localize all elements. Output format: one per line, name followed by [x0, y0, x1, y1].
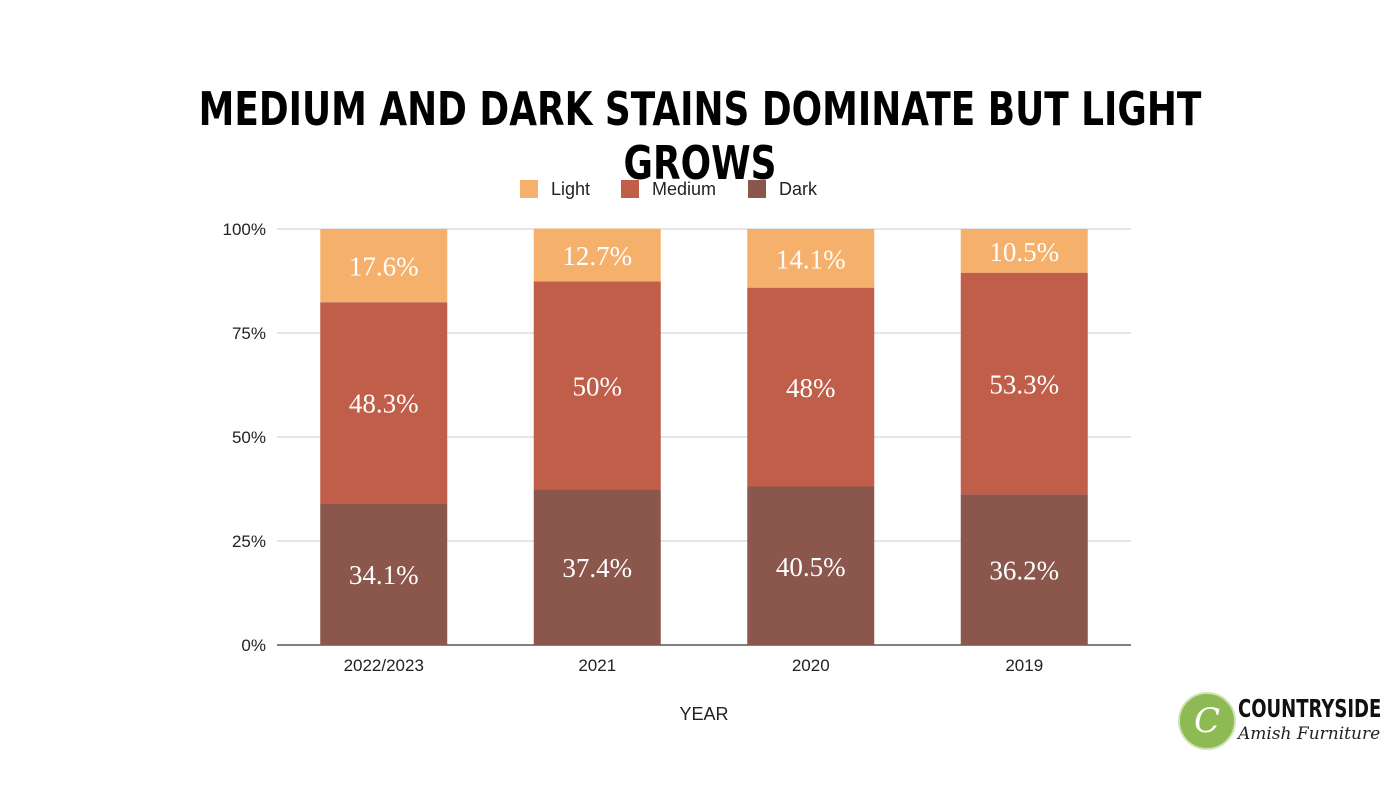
bar-light	[533, 228, 661, 282]
y-tick-label: 50%	[232, 428, 266, 447]
data-label: 48%	[786, 373, 836, 403]
brand-logo: C COUNTRYSIDE Amish Furniture	[1176, 690, 1391, 752]
y-tick-label: 75%	[232, 324, 266, 343]
data-label: 12.7%	[562, 241, 632, 271]
legend-swatch-medium	[621, 180, 639, 198]
bar-dark	[747, 486, 875, 645]
legend-swatch-dark	[748, 180, 766, 198]
data-label: 14.1%	[776, 244, 846, 274]
data-label: 50%	[573, 371, 623, 401]
bar-dark	[533, 489, 661, 645]
legend-label-light: Light	[551, 179, 590, 199]
x-tick-label: 2019	[1005, 656, 1043, 675]
logo-name: COUNTRYSIDE	[1238, 694, 1382, 723]
x-axis-title: YEAR	[679, 704, 728, 724]
data-label: 17.6%	[349, 252, 419, 282]
data-label: 36.2%	[989, 556, 1059, 586]
bar-medium	[533, 281, 661, 490]
data-label: 10.5%	[989, 237, 1059, 267]
x-tick-label: 2022/2023	[344, 656, 424, 675]
x-tick-label: 2020	[792, 656, 830, 675]
legend-label-medium: Medium	[652, 179, 716, 199]
y-tick-label: 0%	[241, 636, 266, 655]
x-tick-label: 2021	[578, 656, 616, 675]
bar-dark	[960, 494, 1088, 645]
bars: 34.1% 48.3% 17.6% 37.4% 50% 12.7% 40.5% 48% 14.1…	[320, 228, 1088, 645]
legend-swatch-light	[520, 180, 538, 198]
y-tick-label: 100%	[223, 220, 266, 239]
bar-light	[960, 229, 1088, 273]
y-tick-label: 25%	[232, 532, 266, 551]
bar-light	[747, 229, 875, 288]
logo-emblem: C	[1178, 692, 1236, 750]
bar-dark	[320, 503, 448, 645]
data-label: 40.5%	[776, 552, 846, 582]
chart-title: MEDIUM AND DARK STAINS DOMINATE BUT LIGH…	[198, 82, 1202, 190]
x-tick-labels: 2022/2023 2021 2020 2019	[344, 656, 1044, 675]
data-label: 34.1%	[349, 560, 419, 590]
data-label: 37.4%	[562, 553, 632, 583]
bar-light	[320, 229, 448, 303]
bar-medium	[747, 287, 875, 487]
bar-medium	[960, 272, 1088, 495]
bar-medium	[320, 302, 448, 504]
logo-tagline: Amish Furniture	[1238, 724, 1381, 744]
legend: Light Medium Dark	[520, 179, 818, 199]
legend-label-dark: Dark	[779, 179, 818, 199]
data-label: 48.3%	[349, 389, 419, 419]
data-label: 53.3%	[989, 370, 1059, 400]
